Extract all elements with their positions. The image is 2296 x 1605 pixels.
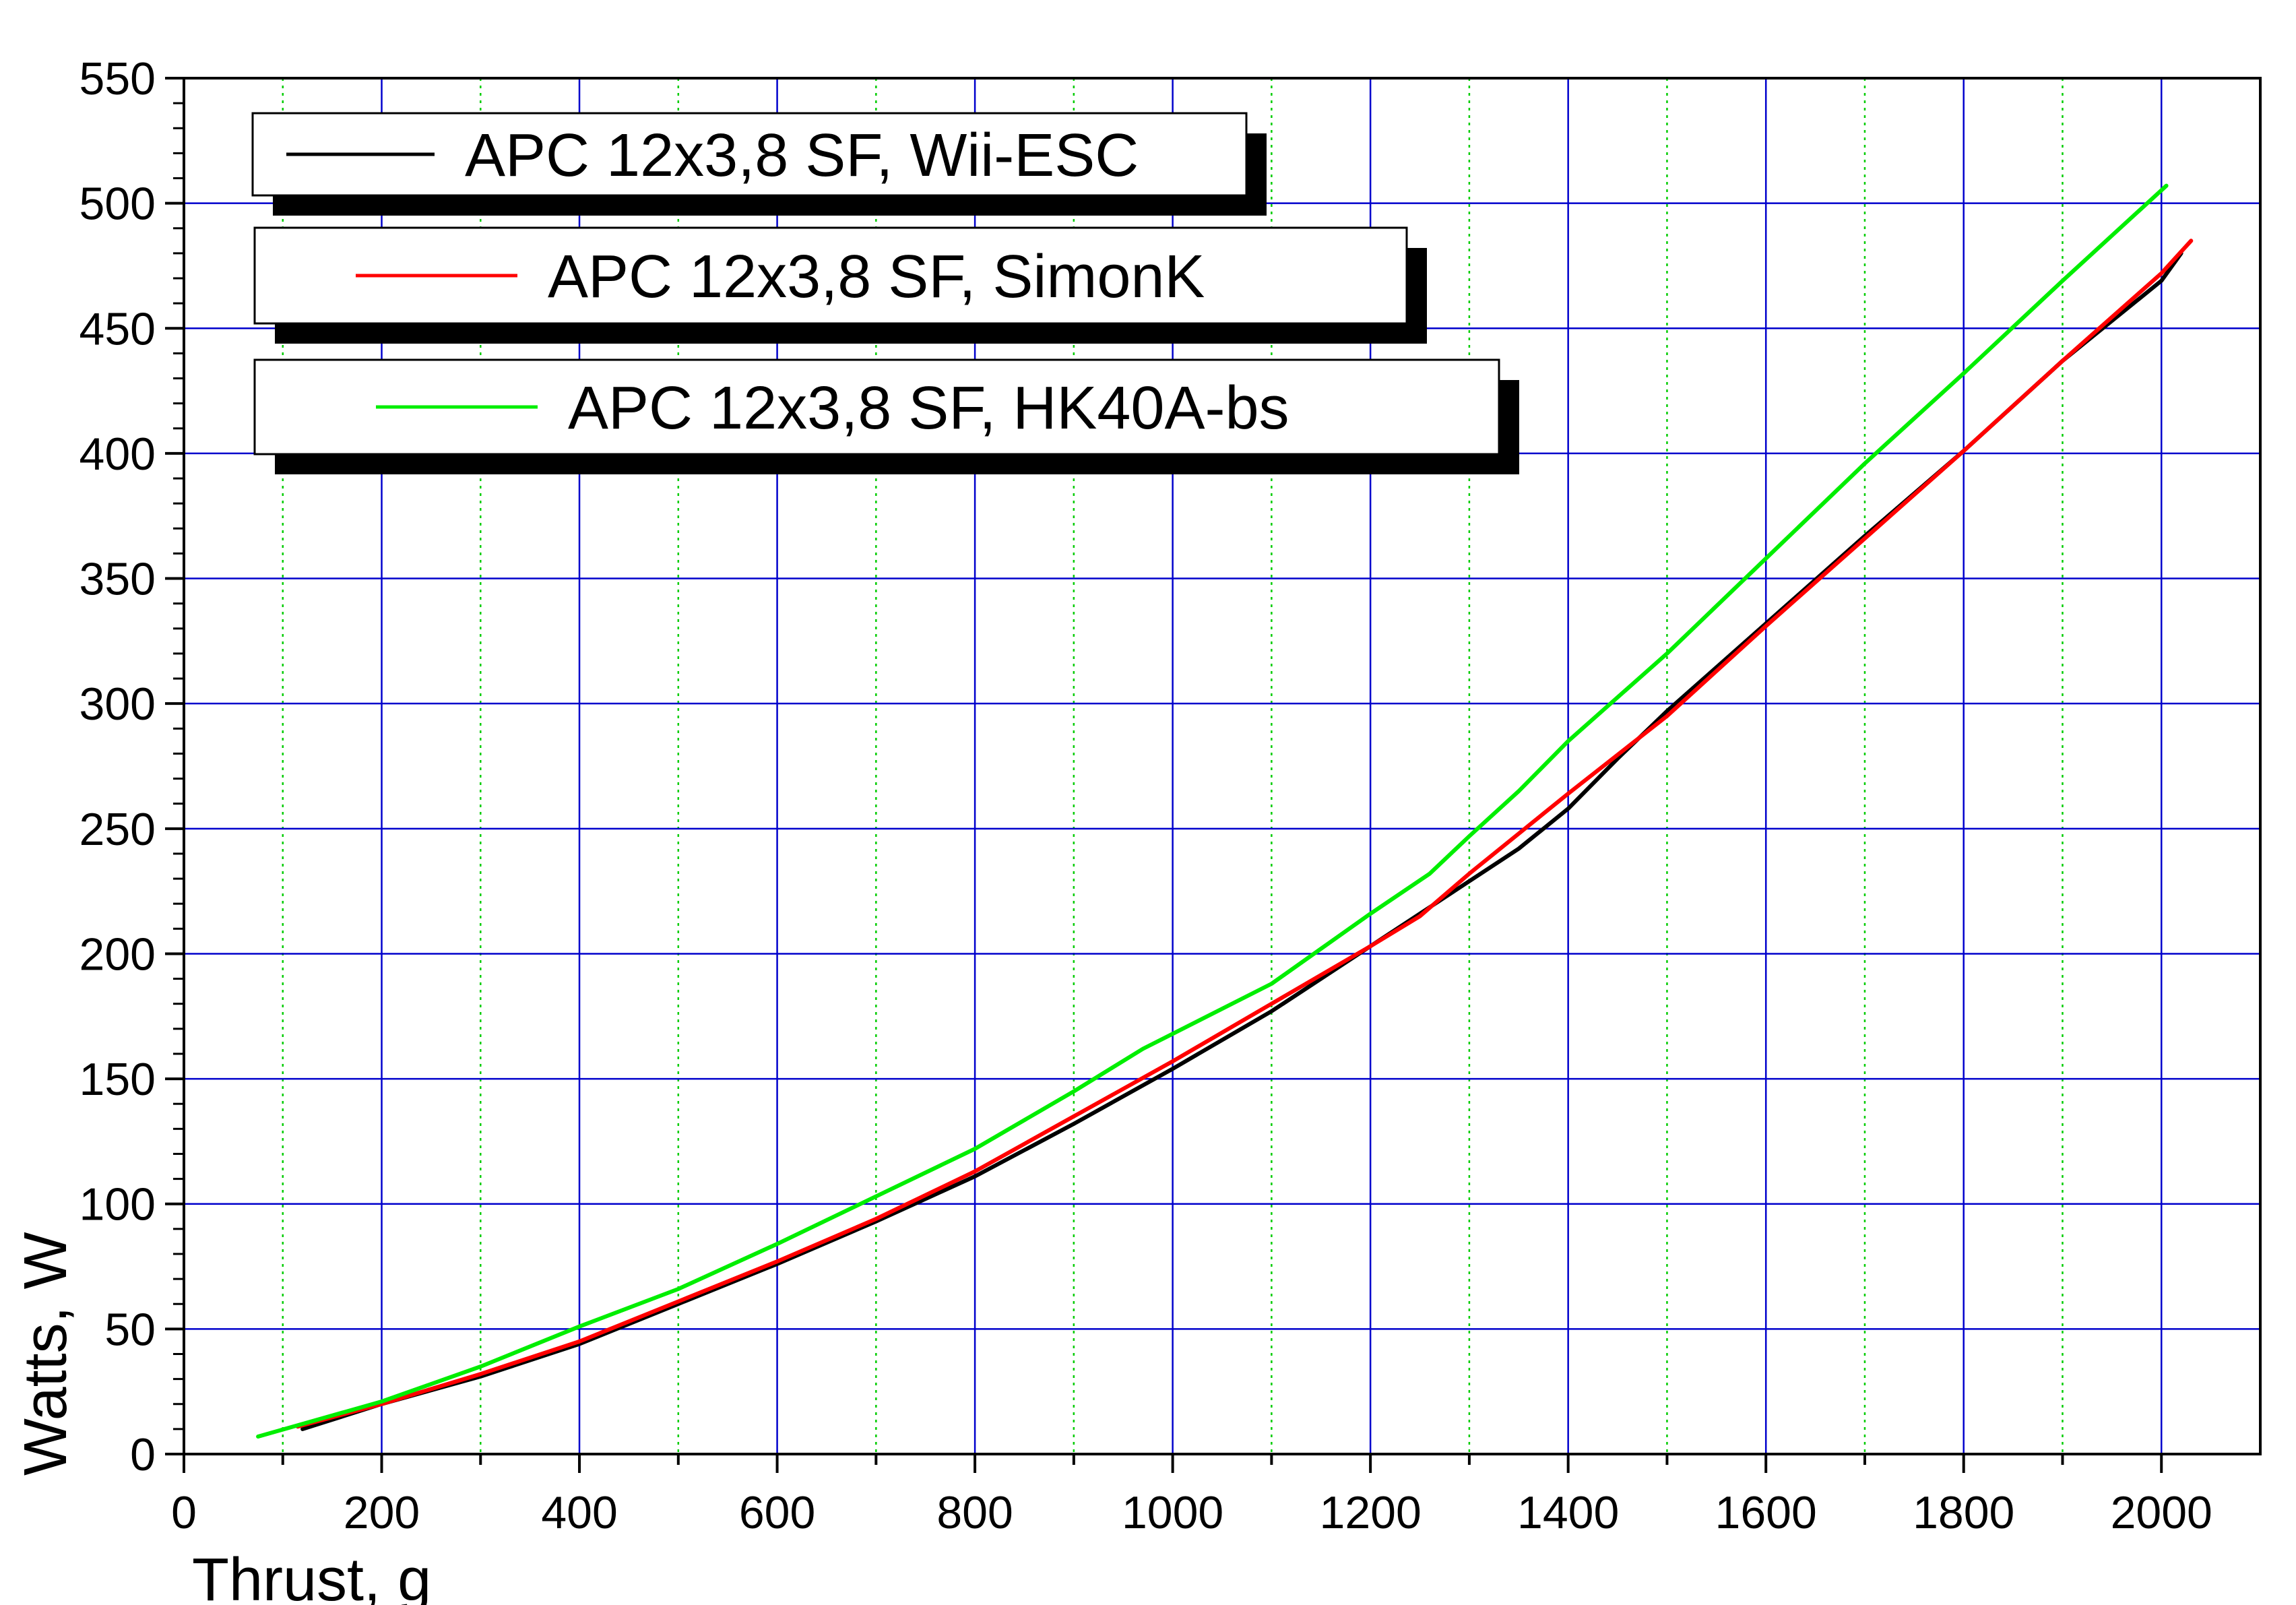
series-layer [256, 183, 2194, 1439]
series-line-3 [256, 183, 2169, 1439]
x-tick-label: 600 [739, 1487, 815, 1538]
y-tick-label: 550 [79, 53, 156, 104]
y-axis-ticks: 0 50 100 150 200 250 300 350 400 450 500 550 [79, 53, 184, 1480]
legend-box [251, 112, 1248, 197]
x-tick-label: 800 [936, 1487, 1013, 1538]
x-tick-label: 1200 [1320, 1487, 1422, 1538]
y-tick-label: 250 [79, 804, 156, 855]
x-tick-label: 400 [541, 1487, 617, 1538]
x-tick-label: 1600 [1715, 1487, 1817, 1538]
y-tick-label: 50 [104, 1304, 156, 1355]
legend: APC 12x3,8 SF, Wii-ESC APC 12x3,8 SF, Sim… [251, 112, 1519, 474]
x-tick-label: 200 [344, 1487, 420, 1538]
y-axis-title: Watts, W [12, 1232, 79, 1476]
y-tick-label: 500 [79, 179, 156, 230]
y-tick-label: 100 [79, 1179, 156, 1230]
x-tick-label: 1800 [1913, 1487, 2014, 1538]
x-tick-label: 1000 [1122, 1487, 1223, 1538]
x-tick-label: 1400 [1517, 1487, 1619, 1538]
y-tick-label: 350 [79, 554, 156, 605]
x-axis-ticks: 0 200 400 600 800 1000 1200 1400 1600 1800 2000 [171, 1454, 2212, 1538]
legend-entry-label: APC 12x3,8 SF, HK40A-bs [568, 375, 1289, 442]
legend-entry-label: APC 12x3,8 SF, Wii-ESC [465, 122, 1139, 189]
y-tick-label: 0 [130, 1429, 156, 1480]
y-tick-label: 150 [79, 1054, 156, 1105]
x-axis-title: Thrust, g [192, 1546, 431, 1605]
x-tick-label: 2000 [2111, 1487, 2212, 1538]
series-line-2 [295, 239, 2194, 1429]
y-tick-label: 200 [79, 929, 156, 980]
x-tick-label: 0 [171, 1487, 197, 1538]
y-tick-label: 400 [79, 429, 156, 480]
y-tick-label: 300 [79, 679, 156, 730]
y-tick-label: 450 [79, 303, 156, 354]
legend-entry-label: APC 12x3,8 SF, SimonK [548, 243, 1205, 311]
plot-area-frame [183, 77, 2262, 1455]
